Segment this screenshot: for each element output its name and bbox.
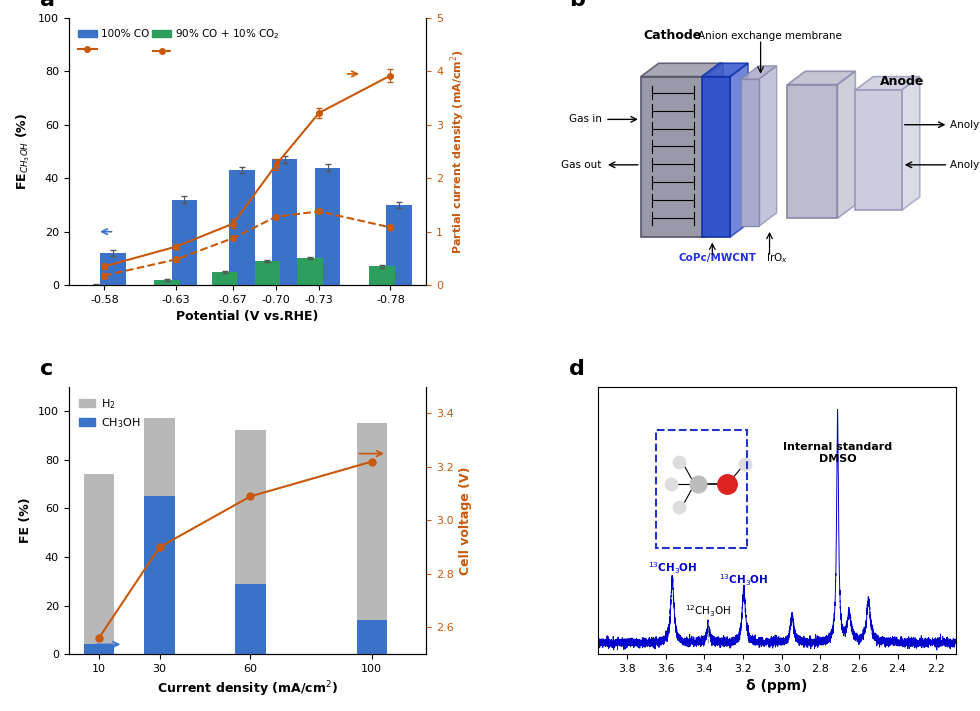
Text: c: c (40, 359, 53, 379)
Bar (235, 584, 266, 654)
Y-axis label: Cell voltage (V): Cell voltage (V) (460, 466, 472, 574)
Y-axis label: FE (%): FE (%) (20, 498, 32, 543)
Text: Anode: Anode (880, 75, 924, 87)
Bar (155, 280, 180, 285)
Polygon shape (702, 63, 748, 77)
Bar (315, 168, 340, 285)
Polygon shape (759, 66, 777, 226)
Bar (83, 474, 114, 654)
Bar (298, 258, 323, 285)
Bar (144, 496, 174, 654)
Polygon shape (741, 66, 777, 79)
Text: a: a (40, 0, 55, 10)
Text: Gas out: Gas out (562, 160, 602, 170)
Polygon shape (787, 71, 856, 85)
Text: Anolyte out: Anolyte out (951, 119, 980, 129)
Bar (255, 261, 280, 285)
Bar (235, 430, 266, 654)
Text: b: b (569, 0, 585, 10)
Bar (144, 418, 174, 654)
Text: Anolyte in: Anolyte in (951, 160, 980, 170)
Bar (369, 267, 395, 285)
Legend: H$_2$, CH$_3$OH: H$_2$, CH$_3$OH (74, 392, 145, 434)
Bar (100, 253, 125, 285)
X-axis label: δ (ppm): δ (ppm) (746, 680, 808, 693)
Bar (228, 170, 255, 285)
Polygon shape (856, 77, 920, 90)
X-axis label: Current density (mA/cm$^2$): Current density (mA/cm$^2$) (157, 680, 338, 699)
Polygon shape (730, 63, 748, 237)
Bar (271, 159, 298, 285)
Text: Anion exchange membrane: Anion exchange membrane (698, 31, 842, 41)
Bar (357, 620, 387, 654)
Y-axis label: FE$_{CH_3OH}$ (%): FE$_{CH_3OH}$ (%) (15, 113, 32, 190)
Polygon shape (741, 79, 759, 226)
Text: $^{13}$CH$_3$OH: $^{13}$CH$_3$OH (719, 572, 768, 588)
X-axis label: Potential (V vs.RHE): Potential (V vs.RHE) (176, 311, 318, 324)
Text: Internal standard
DMSO: Internal standard DMSO (783, 442, 892, 464)
Polygon shape (856, 90, 902, 210)
Text: CoPc/MWCNT: CoPc/MWCNT (679, 253, 757, 263)
Text: Gas in: Gas in (568, 114, 602, 124)
Bar (172, 200, 197, 285)
Text: $^{13}$CH$_3$OH: $^{13}$CH$_3$OH (648, 561, 697, 577)
Polygon shape (838, 71, 856, 218)
Text: $^{12}$CH$_3$OH: $^{12}$CH$_3$OH (685, 604, 731, 619)
Bar (83, 644, 114, 654)
Bar (212, 272, 237, 285)
Legend: 100% CO, , 90% CO + 10% CO$_2$, : 100% CO, , 90% CO + 10% CO$_2$, (74, 23, 284, 60)
Polygon shape (706, 63, 723, 237)
Bar (656, 430, 747, 547)
Polygon shape (787, 85, 838, 218)
Text: IrO$_x$: IrO$_x$ (765, 251, 788, 265)
Polygon shape (641, 77, 706, 237)
Polygon shape (702, 77, 730, 237)
Polygon shape (641, 63, 723, 77)
Text: Cathode: Cathode (644, 29, 702, 42)
Text: d: d (569, 359, 585, 379)
Bar (357, 423, 387, 654)
Polygon shape (902, 77, 920, 210)
Y-axis label: Partial current density (mA/cm$^2$): Partial current density (mA/cm$^2$) (449, 49, 467, 254)
Bar (386, 205, 412, 285)
